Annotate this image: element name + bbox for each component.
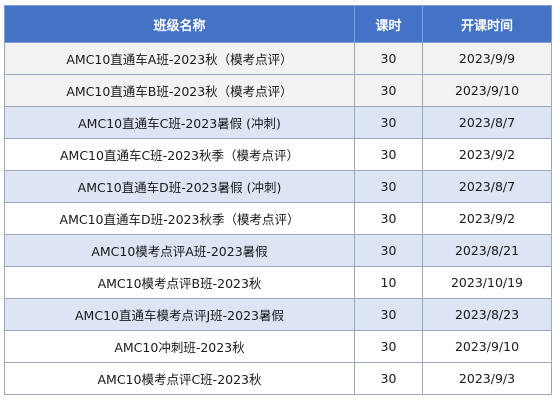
cell-hours: 30 xyxy=(354,42,423,75)
table-row: AMC10直通车模考点评J班-2023暑假 30 2023/8/23 xyxy=(4,298,552,331)
table-row: AMC10模考点评B班-2023秋 10 2023/10/19 xyxy=(4,266,552,299)
cell-start-date: 2023/8/23 xyxy=(422,298,552,331)
table-row: AMC10模考点评A班-2023暑假 30 2023/8/21 xyxy=(4,234,552,267)
header-hours: 课时 xyxy=(354,5,423,43)
cell-start-date: 2023/9/2 xyxy=(422,202,552,235)
cell-start-date: 2023/8/21 xyxy=(422,234,552,267)
cell-hours: 30 xyxy=(354,234,423,267)
cell-hours: 30 xyxy=(354,74,423,107)
table-row: AMC10直通车C班-2023暑假 (冲刺) 30 2023/8/7 xyxy=(4,106,552,139)
cell-hours: 30 xyxy=(354,202,423,235)
cell-start-date: 2023/8/7 xyxy=(422,170,552,203)
header-class-name: 班级名称 xyxy=(4,5,355,43)
cell-hours: 10 xyxy=(354,266,423,299)
cell-hours: 30 xyxy=(354,106,423,139)
table-row: AMC10冲刺班-2023秋 30 2023/9/10 xyxy=(4,330,552,363)
cell-class-name: AMC10直通车C班-2023暑假 (冲刺) xyxy=(4,106,355,139)
cell-hours: 30 xyxy=(354,362,423,395)
cell-start-date: 2023/9/2 xyxy=(422,138,552,171)
cell-hours: 30 xyxy=(354,138,423,171)
header-start-date: 开课时间 xyxy=(422,5,552,43)
cell-start-date: 2023/9/10 xyxy=(422,330,552,363)
cell-class-name: AMC10直通车C班-2023秋季（模考点评） xyxy=(4,138,355,171)
class-schedule-table: 班级名称 课时 开课时间 AMC10直通车A班-2023秋（模考点评） 30 202… xyxy=(4,5,552,395)
cell-start-date: 2023/10/19 xyxy=(422,266,552,299)
cell-start-date: 2023/8/7 xyxy=(422,106,552,139)
cell-class-name: AMC10直通车B班-2023秋（模考点评） xyxy=(4,74,355,107)
table-header-row: 班级名称 课时 开课时间 xyxy=(4,5,552,43)
cell-start-date: 2023/9/3 xyxy=(422,362,552,395)
table-row: AMC10模考点评C班-2023秋 30 2023/9/3 xyxy=(4,362,552,395)
cell-hours: 30 xyxy=(354,298,423,331)
cell-class-name: AMC10直通车模考点评J班-2023暑假 xyxy=(4,298,355,331)
cell-class-name: AMC10冲刺班-2023秋 xyxy=(4,330,355,363)
table-row: AMC10直通车D班-2023秋季（模考点评） 30 2023/9/2 xyxy=(4,202,552,235)
class-schedule-panel: 班级名称 课时 开课时间 AMC10直通车A班-2023秋（模考点评） 30 202… xyxy=(4,5,552,397)
table-body: AMC10直通车A班-2023秋（模考点评） 30 2023/9/9 AMC10直通车… xyxy=(4,42,552,395)
table-row: AMC10直通车D班-2023暑假 (冲刺) 30 2023/8/7 xyxy=(4,170,552,203)
cell-class-name: AMC10模考点评B班-2023秋 xyxy=(4,266,355,299)
cell-class-name: AMC10模考点评A班-2023暑假 xyxy=(4,234,355,267)
cell-class-name: AMC10直通车D班-2023暑假 (冲刺) xyxy=(4,170,355,203)
table-row: AMC10直通车A班-2023秋（模考点评） 30 2023/9/9 xyxy=(4,42,552,75)
cell-start-date: 2023/9/9 xyxy=(422,42,552,75)
table-row: AMC10直通车C班-2023秋季（模考点评） 30 2023/9/2 xyxy=(4,138,552,171)
cell-class-name: AMC10直通车D班-2023秋季（模考点评） xyxy=(4,202,355,235)
cell-hours: 30 xyxy=(354,170,423,203)
table-row: AMC10直通车B班-2023秋（模考点评） 30 2023/9/10 xyxy=(4,74,552,107)
cell-start-date: 2023/9/10 xyxy=(422,74,552,107)
cell-class-name: AMC10模考点评C班-2023秋 xyxy=(4,362,355,395)
cell-hours: 30 xyxy=(354,330,423,363)
cell-class-name: AMC10直通车A班-2023秋（模考点评） xyxy=(4,42,355,75)
